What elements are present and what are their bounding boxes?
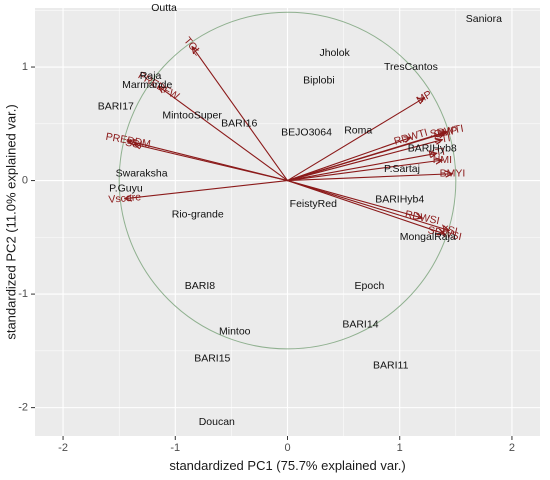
y-tick-label: 1: [22, 61, 28, 73]
observation-label-doucan: Doucan: [199, 416, 235, 428]
observation-label-trescantos: TresCantos: [384, 61, 438, 73]
y-axis-title: standardized PC2 (11.0% explained var.): [3, 104, 18, 339]
x-tick-label: 1: [397, 442, 403, 454]
axis-ticks: -2 -1 0 1 2 -2 -1 0 1: [18, 61, 515, 454]
observation-label-bari8: BARI8: [185, 280, 216, 292]
observation-label-rio-grande: Rio-grande: [172, 208, 224, 220]
observation-label-bari14: BARI14: [342, 319, 378, 331]
x-tick-label: 2: [509, 442, 515, 454]
x-tick-label: 0: [284, 442, 290, 454]
loading-label-ssi: SSI: [124, 137, 143, 152]
loading-label-ysi: YSI: [440, 223, 459, 238]
loading-label-sti: STI: [433, 132, 451, 147]
observation-label-mintoo: Mintoo: [219, 325, 251, 337]
observation-label-marmande: Marmande: [122, 79, 172, 91]
observation-label-p.guyu: P.Guyu: [109, 182, 143, 194]
observation-label-swaraksha: Swaraksha: [116, 168, 168, 180]
observation-label-p.sartaj: P.Sartaj: [384, 163, 420, 175]
observation-label-raja: Raja: [140, 70, 162, 82]
x-tick-label: -1: [170, 442, 180, 454]
loading-arrow-hmi: [287, 160, 443, 182]
observation-label-bari16: BARI16: [221, 118, 257, 130]
loading-label-sdwti: SDWTI: [429, 123, 464, 141]
x-axis-title: standardized PC1 (75.7% explained var.): [169, 458, 405, 473]
observation-label-barihyb8: BARIHyb8: [408, 143, 457, 155]
correlation-circle: [118, 11, 457, 350]
observation-label-epoch: Epoch: [355, 280, 385, 292]
observation-label-mongalraja: MongalRaja: [400, 231, 456, 243]
loading-arrow-sdwsi: [287, 180, 445, 234]
observation-label-bari17: BARI17: [98, 101, 134, 113]
observation-label-bari15: BARI15: [194, 353, 230, 365]
observation-label-bari11: BARI11: [373, 359, 409, 371]
observation-label-roma: Roma: [344, 124, 372, 136]
loading-arrow-tol: [192, 47, 288, 181]
loading-arrow-bmyi: [287, 174, 453, 182]
loading-label-kti: KTI: [428, 146, 446, 161]
loading-arrow-ssi: [134, 144, 288, 182]
loading-arrow-rdwti: [287, 137, 411, 182]
loading-label-vscore: Vscore: [108, 191, 142, 206]
loading-label-gmp: GMP: [433, 125, 459, 141]
loading-label-hmi: HMI: [433, 154, 452, 166]
observation-label-bejo3064: BEJO3064: [281, 127, 332, 139]
observation-label-jholok: Jholok: [319, 47, 350, 59]
observation-label-mintoosuper: MintooSuper: [162, 110, 222, 122]
loading-arrow-ysi: [287, 180, 450, 231]
observation-label-feistyred: FeistyRed: [290, 198, 337, 210]
observation-label-biplobi: Biplobi: [303, 74, 335, 86]
loading-arrow-vscore: [125, 180, 288, 199]
loading-arrow-gmp: [287, 133, 446, 182]
x-tick-label: -2: [58, 442, 68, 454]
loading-arrows: [125, 47, 453, 234]
observation-labels: OuttaSanioraJholokTresCantosBiplobiRajaM…: [98, 2, 502, 428]
loading-arrow-rdwsi: [287, 180, 423, 218]
y-tick-label: -1: [18, 288, 28, 300]
y-tick-label: 0: [22, 174, 28, 186]
loading-label-bmyi: BMYI: [440, 168, 466, 180]
observation-label-saniora: Saniora: [466, 13, 502, 25]
observation-label-outta: Outta: [151, 2, 177, 14]
loading-arrow-mp: [287, 98, 425, 182]
y-tick-label: -2: [18, 402, 28, 414]
loading-arrow-predfw: [158, 86, 288, 182]
loading-arrow-kti: [287, 153, 437, 182]
loading-arrow-sti: [287, 140, 443, 182]
observation-label-barihyb4: BARIHyb4: [375, 194, 424, 206]
